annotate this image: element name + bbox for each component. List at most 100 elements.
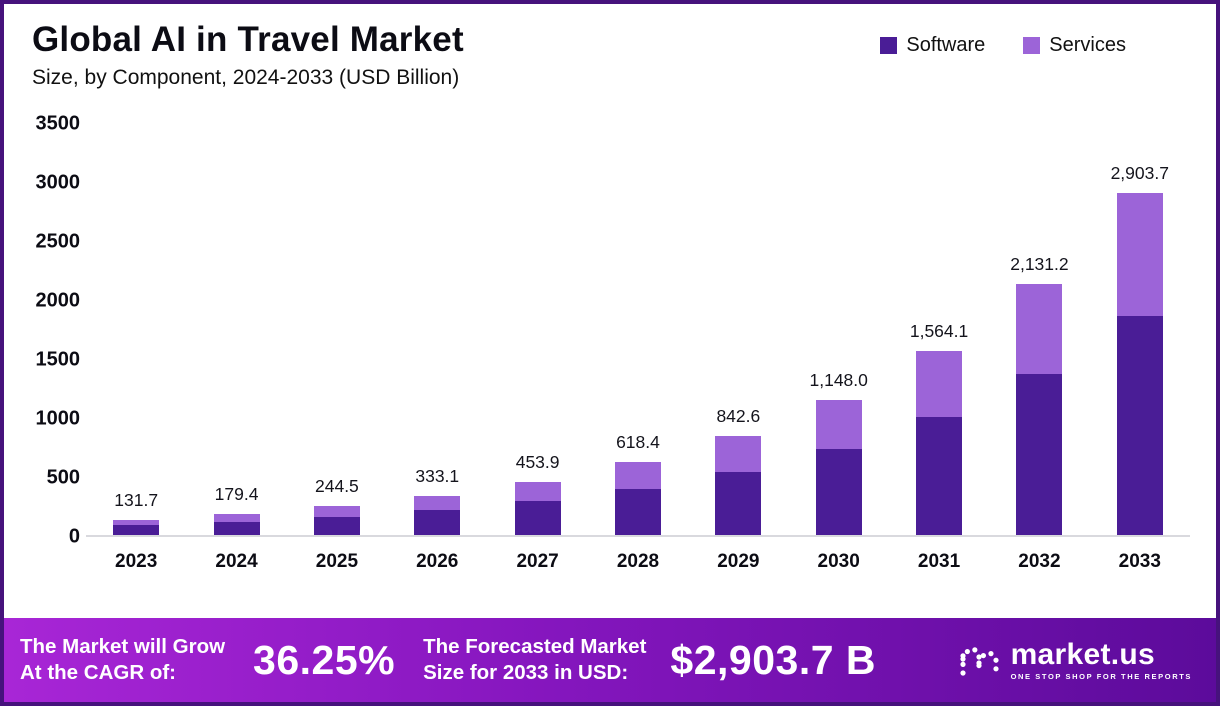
plot-area: 131.7 179.4 244.5 333.1 453.9 618.4 842.6 1,148… xyxy=(86,94,1190,618)
bar-value-label-2032: 2,131.2 xyxy=(1010,253,1069,274)
bar-value-label-2030: 1,148.0 xyxy=(809,369,868,390)
bar-2025-services-segment[interactable] xyxy=(313,506,360,517)
bar-2032[interactable] xyxy=(1016,283,1063,536)
bar-value-label-2029: 842.6 xyxy=(716,405,761,426)
x-label-2033: 2033 xyxy=(1118,551,1161,573)
forecast-value: $2,903.7 B xyxy=(670,636,877,683)
bar-2026[interactable] xyxy=(414,495,461,536)
bar-2024-services-segment[interactable] xyxy=(213,514,260,522)
bar-group-2030: 1,148.0 xyxy=(789,124,888,536)
legend-item-software[interactable]: Software xyxy=(880,34,985,57)
y-tick-0: 0 xyxy=(68,525,80,548)
bottom-banner: The Market will Grow At the CAGR of: 36.… xyxy=(4,618,1216,702)
legend-swatch-software xyxy=(880,37,898,54)
bar-value-label-2026: 333.1 xyxy=(415,465,460,486)
x-label-2023: 2023 xyxy=(115,551,158,573)
bar-2029[interactable] xyxy=(715,435,762,536)
bar-2023[interactable] xyxy=(113,519,160,536)
title-block: Global AI in Travel Market Size, by Comp… xyxy=(32,20,464,90)
y-tick-3500: 3500 xyxy=(35,112,81,135)
forecast-label-line2: Size for 2033 in USD: xyxy=(423,661,629,684)
bar-group-2027: 453.9 xyxy=(488,124,587,536)
bar-group-2032: 2,131.2 xyxy=(990,124,1089,536)
cagr-label: The Market will Grow At the CAGR of: xyxy=(20,634,225,685)
bar-2031-services-segment[interactable] xyxy=(916,350,963,418)
bar-2032-services-segment[interactable] xyxy=(1016,283,1063,375)
bar-2031[interactable] xyxy=(916,350,963,536)
y-axis: 0 500 1000 1500 2000 2500 3000 3500 xyxy=(22,113,86,548)
y-tick-1500: 1500 xyxy=(35,348,81,371)
brand-name: market.us xyxy=(1010,637,1156,671)
bar-2027[interactable] xyxy=(514,481,561,536)
x-label-2025: 2025 xyxy=(315,551,359,573)
bar-2025[interactable] xyxy=(313,506,360,536)
page-title: Global AI in Travel Market xyxy=(32,20,464,59)
bar-group-2023: 131.7 xyxy=(87,124,186,536)
bar-value-label-2031: 1,564.1 xyxy=(909,320,969,341)
legend-label: Software xyxy=(906,34,986,56)
y-tick-3000: 3000 xyxy=(35,171,81,194)
bar-2024-software-segment[interactable] xyxy=(213,521,260,536)
y-tick-2500: 2500 xyxy=(35,230,81,253)
page-subtitle: Size, by Component, 2024-2033 (USD Billi… xyxy=(32,66,460,90)
bar-value-label-2033: 2,903.7 xyxy=(1110,162,1169,183)
legend: Software Services xyxy=(880,34,1186,57)
bar-2029-software-segment[interactable] xyxy=(715,471,762,536)
bar-2023-services-segment[interactable] xyxy=(113,519,160,526)
bar-value-label-2028: 618.4 xyxy=(616,432,660,453)
x-label-2024: 2024 xyxy=(215,551,258,573)
bar-2029-services-segment[interactable] xyxy=(715,435,762,472)
bar-value-label-2027: 453.9 xyxy=(515,451,560,472)
forecast-label-line1: The Forecasted Market xyxy=(423,635,647,659)
bar-group-2026: 333.1 xyxy=(388,124,487,536)
cagr-label-line2: At the CAGR of: xyxy=(20,661,177,684)
x-axis-labels: 2023 2024 2025 2026 2027 2028 2029 2030 2031 2032… xyxy=(86,537,1190,579)
bar-2033-software-segment[interactable] xyxy=(1116,315,1163,536)
brand-tagline: ONE STOP SHOP FOR THE REPORTS xyxy=(1010,671,1192,681)
bar-group-2028: 618.4 xyxy=(588,124,687,536)
bar-2031-software-segment[interactable] xyxy=(916,417,963,536)
cagr-label-line1: The Market will Grow xyxy=(20,635,226,659)
bar-group-2029: 842.6 xyxy=(689,124,788,536)
bar-2027-software-segment[interactable] xyxy=(514,500,561,536)
brand-text-block: market.us ONE STOP SHOP FOR THE REPORTS xyxy=(1010,637,1192,681)
bar-group-2033: 2,903.7 xyxy=(1090,124,1189,536)
bar-2032-software-segment[interactable] xyxy=(1016,374,1063,536)
x-label-2026: 2026 xyxy=(416,551,459,573)
bar-2030[interactable] xyxy=(815,399,862,536)
legend-label: Services xyxy=(1049,34,1126,56)
bar-2023-software-segment[interactable] xyxy=(113,525,160,536)
x-label-2028: 2028 xyxy=(616,551,660,573)
x-label-2030: 2030 xyxy=(817,551,860,573)
forecast-label: The Forecasted Market Size for 2033 in U… xyxy=(423,634,646,685)
bar-2025-software-segment[interactable] xyxy=(313,516,360,536)
bar-2028-services-segment[interactable] xyxy=(614,462,661,489)
bar-2030-software-segment[interactable] xyxy=(815,448,862,536)
stacked-bar-chart: 0 500 1000 1500 2000 2500 3000 3500 131.7 179.4 2… xyxy=(4,90,1216,618)
legend-item-services[interactable]: Services xyxy=(1023,34,1126,57)
bar-2028-software-segment[interactable] xyxy=(614,488,661,536)
legend-swatch-services xyxy=(1023,37,1041,54)
bar-2024[interactable] xyxy=(213,514,260,536)
header: Global AI in Travel Market Size, by Comp… xyxy=(4,4,1216,90)
bar-2033[interactable] xyxy=(1116,192,1163,536)
y-tick-500: 500 xyxy=(46,466,80,489)
y-tick-1000: 1000 xyxy=(35,407,81,430)
brand-block[interactable]: market.us ONE STOP SHOP FOR THE REPORTS xyxy=(957,637,1198,684)
cagr-value: 36.25% xyxy=(253,636,396,683)
x-label-2032: 2032 xyxy=(1018,551,1061,573)
bar-2026-software-segment[interactable] xyxy=(414,510,461,536)
marketus-logo-icon xyxy=(957,637,1003,684)
bar-2030-services-segment[interactable] xyxy=(815,399,862,449)
bar-group-2024: 179.4 xyxy=(187,124,286,536)
bar-2027-services-segment[interactable] xyxy=(514,481,561,501)
bar-group-2025: 244.5 xyxy=(287,124,386,536)
bar-2026-services-segment[interactable] xyxy=(414,495,461,511)
bar-value-label-2023: 131.7 xyxy=(114,489,159,510)
bar-2033-services-segment[interactable] xyxy=(1116,192,1163,316)
bar-2028[interactable] xyxy=(614,462,661,536)
y-tick-2000: 2000 xyxy=(35,289,81,312)
bar-group-2031: 1,564.1 xyxy=(889,124,988,536)
bars-container: 131.7 179.4 244.5 333.1 453.9 618.4 842.6 1,148… xyxy=(86,124,1190,538)
